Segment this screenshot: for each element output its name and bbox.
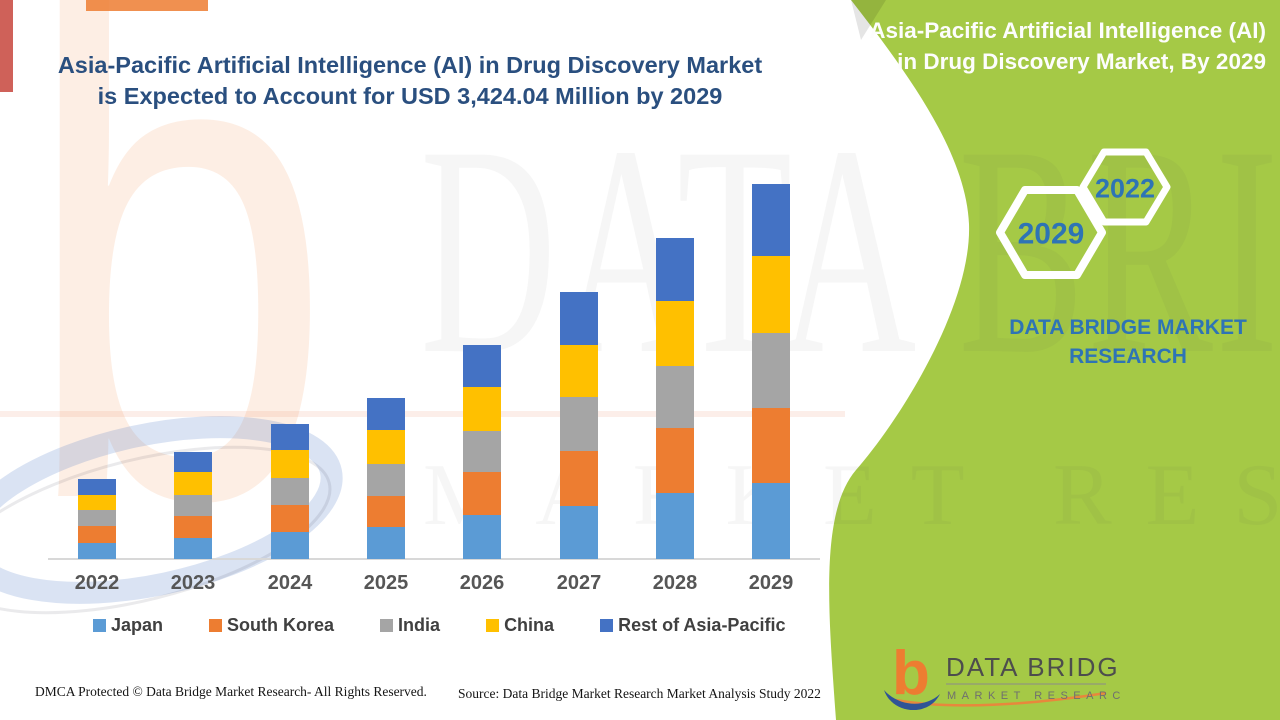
hexagon-2022: 2022 [1079,148,1171,226]
bar-segment-india-2026 [463,431,501,473]
legend-swatch-south-korea [209,619,223,632]
bar-segment-india-2024 [271,477,309,505]
bar-segment-china-2028 [656,301,694,367]
bar-segment-japan-2028 [656,493,694,559]
legend-label-china: China [504,615,555,635]
bar-segment-china-2025 [367,429,405,464]
bar-segment-japan-2025 [367,527,405,559]
side-panel-brand-text: DATA BRIDGE MARKET RESEARCH [1009,316,1247,368]
bar-segment-south-korea-2029 [752,408,790,484]
bar-segment-india-2023 [174,494,212,517]
bar-segment-japan-2026 [463,515,501,559]
x-axis-label-2022: 2022 [74,572,120,594]
bar-segment-japan-2029 [752,483,790,559]
bar-segment-rest-of-asia-pacific-2022 [78,478,116,496]
legend-label-rest-of-asia-pacific: Rest of Asia-Pacific [618,615,786,635]
bar-segment-china-2023 [174,472,212,495]
bar-segment-rest-of-asia-pacific-2028 [656,237,694,302]
legend-item-india: India [380,615,440,636]
legend-item-south-korea: South Korea [209,615,334,636]
x-axis-label-2029: 2029 [748,572,794,594]
side-panel-title: Asia-Pacific Artificial Intelligence (AI… [860,15,1280,77]
bar-segment-japan-2027 [560,505,598,559]
hexagon-year-2022: 2022 [1095,174,1155,204]
bar-segment-japan-2024 [271,532,309,559]
bar-segment-china-2024 [271,450,309,478]
bar-segment-rest-of-asia-pacific-2026 [463,344,501,388]
bar-segment-south-korea-2022 [78,526,116,543]
chart-legend: Japan South Korea India China Rest of Asia-P… [93,615,785,636]
legend-swatch-japan [93,619,106,632]
legend-item-rest-of-asia-pacific: Rest of Asia-Pacific [600,615,785,636]
bar-segment-rest-of-asia-pacific-2024 [271,423,309,451]
dmca-notice: DMCA Protected © Data Bridge Market Rese… [35,684,427,699]
legend-item-china: China [486,615,554,636]
logo-orange-swoosh-icon [895,691,1107,707]
bar-segment-south-korea-2026 [463,472,501,516]
x-axis-label-2023: 2023 [170,572,216,594]
bar-segment-india-2022 [78,510,116,526]
bar-segment-south-korea-2025 [367,495,405,528]
x-axis-label-2028: 2028 [652,572,698,594]
bar-segment-rest-of-asia-pacific-2029 [752,183,790,257]
legend-label-india: India [398,615,441,635]
bar-segment-china-2022 [78,495,116,511]
bar-segment-rest-of-asia-pacific-2027 [560,291,598,346]
chart-title-line2: is Expected to Account for USD 3,424.04 … [97,83,723,109]
legend-label-south-korea: South Korea [227,615,335,635]
x-axis-line [48,558,820,560]
bar-segment-india-2029 [752,333,790,409]
watermark-pink-band [0,411,845,417]
x-axis-label-2025: 2025 [363,572,409,594]
bar-segment-china-2029 [752,256,790,334]
hexagon-badges: 2029 2022 [996,148,1171,279]
data-bridge-logo: b DATA BRIDGE MARKET RESEARCH [884,639,1120,710]
bar-segment-india-2027 [560,397,598,452]
x-axis-label-2026: 2026 [459,572,505,594]
side-panel-title-line2: in Drug Discovery Market, By 2029 [897,49,1266,74]
logo-sub-text: MARKET RESEARCH [947,690,1120,702]
bar-segment-south-korea-2028 [656,428,694,493]
hexagon-year-2029: 2029 [1018,218,1085,251]
x-axis-label-2024: 2024 [267,572,313,594]
logo-b-icon: b [892,639,930,708]
watermark-swoosh-icon [0,416,343,615]
bar-segment-south-korea-2027 [560,451,598,506]
bar-segment-india-2028 [656,366,694,429]
chart-title-line1: Asia-Pacific Artificial Intelligence (AI… [57,52,763,78]
bar-segment-rest-of-asia-pacific-2025 [367,397,405,430]
x-axis-label-2027: 2027 [556,572,602,594]
logo-blue-swoosh-icon [884,690,940,710]
bar-segment-china-2027 [560,345,598,398]
legend-swatch-rest-of-asia-pacific [600,619,614,632]
legend-item-japan: Japan [93,615,163,636]
bar-segment-south-korea-2024 [271,504,309,533]
bar-segment-india-2025 [367,463,405,496]
bar-segment-japan-2023 [174,538,212,559]
hexagon-2029: 2029 [996,186,1106,279]
legend-label-japan: Japan [111,615,164,635]
chart-title: Asia-Pacific Artificial Intelligence (AI… [40,50,780,112]
bar-segment-rest-of-asia-pacific-2023 [174,452,212,473]
watermark-red-strip [0,0,13,92]
side-panel-corner-shade [851,0,886,40]
watermark-orange-strip [86,0,208,11]
bar-segment-china-2026 [463,387,501,432]
bar-segment-japan-2022 [78,542,116,559]
logo-brand-text: DATA BRIDGE [946,652,1120,682]
source-note: Source: Data Bridge Market Research Mark… [458,686,821,701]
side-panel-title-line1: Asia-Pacific Artificial Intelligence (AI… [869,18,1266,43]
legend-swatch-india [380,619,394,632]
legend-swatch-china [486,619,500,632]
bar-segment-south-korea-2023 [174,516,212,539]
